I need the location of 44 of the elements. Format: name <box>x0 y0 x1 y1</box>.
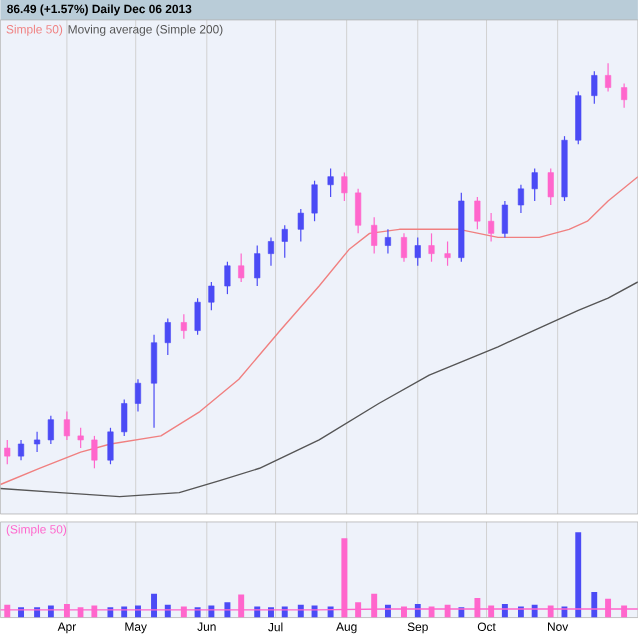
candlestick <box>591 70 598 105</box>
candlestick <box>341 172 348 202</box>
candlestick <box>311 180 318 222</box>
candlestick <box>604 62 612 93</box>
candlestick <box>267 236 274 267</box>
candlestick <box>501 200 508 239</box>
candlestick <box>17 439 24 461</box>
candlestick <box>428 232 435 263</box>
candlestick <box>474 196 481 230</box>
candlestick <box>238 253 245 283</box>
candlestick <box>194 297 201 336</box>
candlestick <box>4 439 11 465</box>
candlestick <box>63 410 70 441</box>
candlestick <box>327 167 334 198</box>
bar <box>575 532 582 618</box>
candlestick <box>371 216 378 255</box>
bar <box>327 606 334 618</box>
candlestick <box>164 317 171 356</box>
candlestick <box>487 212 495 243</box>
candlestick <box>620 82 628 109</box>
candlestick <box>531 167 538 202</box>
candlestick <box>77 427 84 449</box>
candlestick <box>354 188 362 234</box>
candlestick <box>384 228 391 255</box>
candlestick <box>208 281 215 311</box>
candlestick <box>517 184 524 214</box>
candlestick <box>33 431 41 453</box>
candlestick <box>575 91 582 145</box>
candlestick <box>400 232 407 263</box>
bar <box>591 591 598 618</box>
candlestick <box>297 208 304 243</box>
candlestick <box>107 427 114 465</box>
candlestick <box>91 435 98 469</box>
candlestick <box>180 313 187 340</box>
candlestick <box>414 236 421 267</box>
candlestick <box>444 240 451 267</box>
candlestick <box>547 167 554 206</box>
candlestick <box>254 244 261 287</box>
candlestick <box>121 398 128 437</box>
candlestick <box>134 378 141 413</box>
candlestick <box>47 415 54 445</box>
candlestick <box>281 224 288 259</box>
candlestick <box>224 261 231 295</box>
candlestick <box>150 334 157 429</box>
